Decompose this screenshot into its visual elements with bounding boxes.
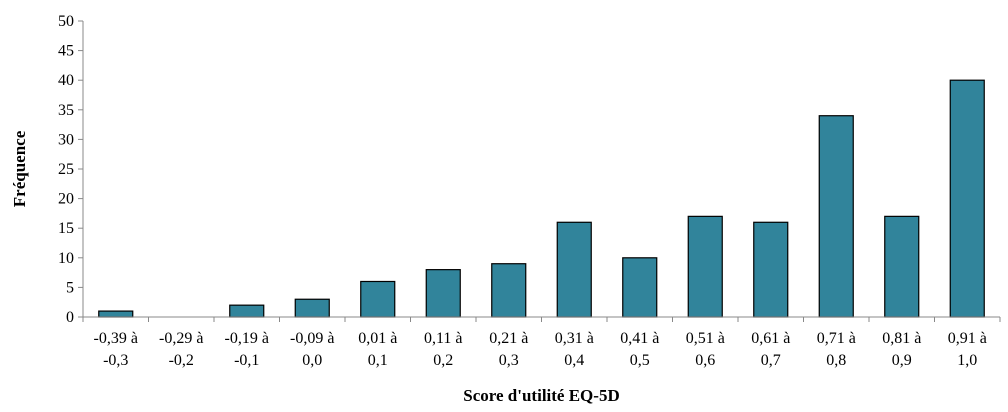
bars (98, 79, 985, 318)
bar (556, 221, 592, 318)
y-tick-label: 25 (58, 161, 74, 178)
x-category-label: 0,01 à (358, 330, 397, 347)
bar (622, 257, 658, 318)
bar (753, 221, 789, 318)
y-tick-label: 10 (58, 250, 74, 267)
x-category-label: 0,9 (892, 352, 912, 369)
bar (425, 269, 461, 318)
x-category-label: 0,0 (302, 352, 322, 369)
y-tick-label: 45 (58, 43, 74, 60)
bar (949, 79, 985, 318)
x-category-label: -0,09 à (290, 330, 334, 347)
x-category-label: 0,6 (695, 352, 715, 369)
y-tick-label: 35 (58, 102, 74, 119)
x-category-label: 0,21 à (489, 330, 528, 347)
x-category-label: 0,8 (826, 352, 846, 369)
x-category-label: 0,61 à (751, 330, 790, 347)
x-category-label: 0,7 (761, 352, 781, 369)
x-category-label: 0,3 (499, 352, 519, 369)
x-category-label: 0,1 (368, 352, 388, 369)
x-category-label: 0,31 à (555, 330, 594, 347)
x-category-label: 0,71 à (817, 330, 856, 347)
x-category-label: 0,91 à (948, 330, 987, 347)
y-tick-label: 5 (66, 279, 74, 296)
x-category-label: 0,11 à (424, 330, 463, 347)
x-category-label: 0,41 à (620, 330, 659, 347)
x-category-label: 0,51 à (686, 330, 725, 347)
x-category-label: 0,4 (564, 352, 584, 369)
x-category-label: -0,2 (169, 352, 194, 369)
x-category-label: 1,0 (957, 352, 977, 369)
x-category-label: 0,2 (433, 352, 453, 369)
x-category-label: 0,81 à (882, 330, 921, 347)
y-tick-label: 20 (58, 191, 74, 208)
bar (360, 280, 396, 318)
y-tick-label: 50 (58, 13, 74, 30)
x-category-label: 0,5 (630, 352, 650, 369)
bar (687, 215, 723, 318)
bar (491, 263, 527, 318)
x-axis-title: Score d'utilité EQ-5D (463, 386, 619, 405)
x-category-label: -0,3 (103, 352, 128, 369)
y-tick-label: 30 (58, 131, 74, 148)
x-category-label: -0,29 à (159, 330, 203, 347)
x-category-label: -0,19 à (225, 330, 269, 347)
y-tick-label: 0 (66, 309, 74, 326)
y-tick-label: 40 (58, 72, 74, 89)
x-axis-category-labels: -0,39 à -0,3 -0,29 à -0,2 -0,19 à -0,1 -0,09 à… (94, 330, 987, 369)
bar (229, 304, 265, 318)
bar (818, 115, 854, 318)
y-tick-label: 15 (58, 220, 74, 237)
y-axis-ticks: 0 5 10 15 20 25 30 35 40 45 50 (58, 13, 1001, 326)
bar (294, 298, 330, 318)
x-category-label: -0,39 à (94, 330, 138, 347)
bar (98, 310, 134, 318)
y-axis-title: Fréquence (10, 130, 29, 207)
x-category-label: -0,1 (234, 352, 259, 369)
bar (884, 215, 920, 318)
